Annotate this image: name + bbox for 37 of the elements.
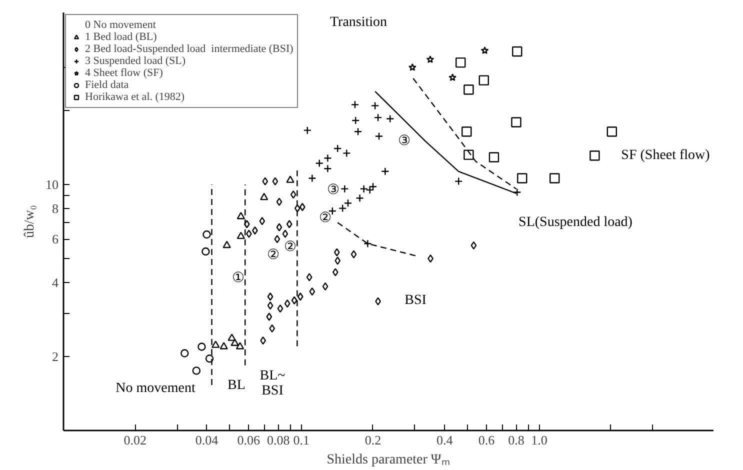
y-tick-label: 4 bbox=[52, 274, 59, 290]
annotation: ② bbox=[267, 248, 280, 263]
y-tick-label: 6 bbox=[52, 232, 59, 247]
x-tick-label: 0.8 bbox=[508, 432, 524, 448]
x-tick-label: 0.04 bbox=[195, 432, 219, 448]
legend-label: Horikawa et al. (1982) bbox=[85, 91, 185, 103]
x-tick-label: 0.1 bbox=[293, 432, 310, 448]
annotation: ② bbox=[284, 240, 297, 255]
x-tick-label: 0.02 bbox=[124, 432, 146, 448]
y-tick-label: 8 bbox=[52, 200, 58, 216]
annotation: BSI bbox=[404, 293, 427, 308]
y-axis-title: ûb/w₀ bbox=[22, 204, 38, 238]
annotation: ③ bbox=[327, 183, 340, 198]
legend-label: 3 Suspended load (SL) bbox=[85, 55, 186, 67]
x-tick-label: 0.08 bbox=[266, 432, 290, 448]
annotation: ③ bbox=[398, 134, 411, 149]
annotation: SL(Suspended load) bbox=[518, 215, 633, 230]
annotation: No movement bbox=[116, 381, 196, 396]
x-axis-title: Shields parameter Ψₘ bbox=[326, 452, 450, 468]
x-tick-label: 0.06 bbox=[237, 432, 260, 448]
legend-label: 1 Bed load (BL) bbox=[85, 31, 157, 43]
x-tick-label: 1.0 bbox=[531, 432, 548, 448]
y-tick-label: 2 bbox=[52, 348, 58, 364]
legend-label: Field data bbox=[85, 79, 129, 91]
annotation: BL~ BSI bbox=[260, 368, 286, 398]
annotation: ② bbox=[319, 211, 332, 226]
legend-label: 2 Bed load-Suspended load intermediate (BSI) bbox=[85, 43, 294, 55]
x-tick-label: 0.2 bbox=[364, 432, 382, 448]
annotation: BL bbox=[228, 378, 246, 393]
y-tick-label: 10 bbox=[46, 176, 58, 192]
annotation: ① bbox=[232, 271, 245, 286]
legend-label: 4 Sheet flow (SF) bbox=[85, 67, 163, 79]
text: 0 No movement bbox=[85, 19, 156, 31]
annotation: Transition bbox=[330, 15, 388, 30]
annotation: SF (Sheet flow) bbox=[621, 148, 710, 163]
x-tick-label: 0.4 bbox=[436, 432, 454, 448]
x-tick-label: 0.6 bbox=[478, 432, 496, 448]
